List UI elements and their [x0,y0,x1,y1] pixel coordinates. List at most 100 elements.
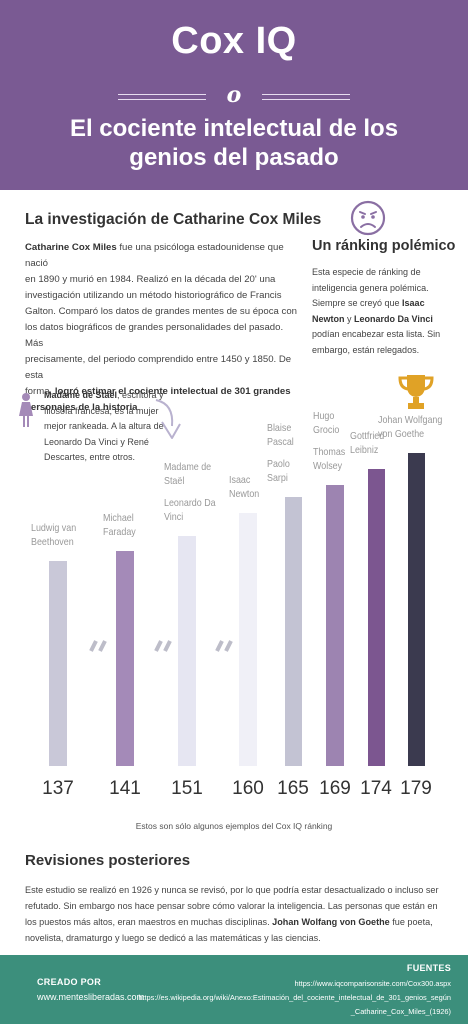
revisions-heading: Revisiones posteriores [25,852,191,869]
intro-line: los datos biográficos de grandes persona… [25,320,300,352]
bar-5 [326,485,344,766]
intro-line: en 1890 y murió en 1984. Realizó en la d… [25,272,300,288]
bar-category-label: Johan Wolfgang von Goethe [378,414,443,440]
intro-text: en 1890 y murió en 1984. Realizó en la d… [25,274,276,285]
revisions-line: los puestos más altos, eran maestros en … [25,914,455,930]
bar-value-label: 160 [232,778,264,799]
polemic-line: inteligencia genera polémica. [312,282,429,293]
polemic-paragraph: Esta especie de ránking de inteligencia … [312,265,462,358]
axis-break-mark [153,639,175,657]
revisions-line: Este estudio se realizó en 1926 y nunca … [25,882,455,898]
intro-text: forma, [25,386,55,397]
created-by-label: CREADO POR [37,977,102,987]
polemic-line: Esta especie de ránking de [312,267,421,277]
axis-break-mark [214,639,236,657]
note-line: filósofa francesa, es la mujer [44,405,159,416]
source-link-2[interactable]: https://es.wikipedia.org/wiki/Anexo:Esti… [138,993,451,1002]
bar-1 [116,551,134,766]
bar-3 [239,513,257,766]
intro-text: investigación utilizando un método histo… [25,290,282,301]
bar-category-label: Hugo Grocio [313,410,340,436]
source-link-2-cont[interactable]: _Catharine_Cox_Miles_(1926) [350,1007,451,1016]
note-paragraph: Madame de Staël, escritora y filósofa fr… [44,388,194,466]
curved-arrow-icon [152,398,186,442]
polemic-line: podían encabezar esta lista. Sin [312,329,441,339]
polemic-line: embargo, están relegados. [312,344,420,355]
bar-value-label: 137 [42,778,74,799]
intro-line: Galton. Comparó los datos de grandes men… [25,304,300,320]
trophy-icon [396,372,436,412]
bar-category-label: Isaac Newton [229,474,260,500]
polemic-line: Newton y Leonardo Da Vinci [312,312,462,328]
axis-break-mark [88,639,110,657]
polemic-line: Siempre se creyó que Isaac [312,296,462,312]
bar-category-label: Ludwig van Beethoven [31,522,77,548]
bar-value-label: 169 [319,778,351,799]
intro-text: Galton. Comparó los datos de grandes men… [25,306,297,317]
bar-value-label: 141 [109,778,141,799]
bar-value-label: 151 [171,778,203,799]
revisions-text: novelista, dramaturgo y luego se dedicó … [25,933,321,943]
note-line: mejor rankeada. A la altura de [44,421,164,431]
revisions-bold: Johan Wolfang von Goethe [272,917,390,927]
intro-line: forma, logró estimar el cociente intelec… [25,384,300,400]
subtitle-line-2: genios del pasado [129,144,339,171]
intro-line: precisamente, del periodo comprendido en… [25,352,300,384]
intro-bold: Catharine Cox Miles [25,242,117,253]
note-line: Descartes, entre otros. [44,452,136,462]
intro-paragraph: Catharine Cox Miles fue una psicóloga es… [25,240,300,416]
chart-caption: Estos son sólo algunos ejemplos del Cox … [135,821,333,831]
bar-value-label: 179 [400,778,432,799]
divider-line-left [118,94,206,100]
intro-text: fue una psicóloga estadounidense que nac… [25,242,284,269]
intro-line: personajes de la historia. [25,400,300,416]
cox-iq-bar-chart: 137 Ludwig van Beethoven 141 Michael Faraday 1… [31,410,443,799]
polemic-bold-newton: Newton [312,313,345,324]
intro-text: los datos biográficos de grandes persona… [25,322,284,349]
note-bold: Madame de Staël [44,390,118,400]
polemic-text: y [344,313,355,324]
sources-label: FUENTES [406,963,451,973]
bar-category-label: Madame de Staël [164,461,212,487]
bar-category-label: Blaise Pascal [267,422,294,448]
revisions-line: refutado. Sin embargo nos hace pensar so… [25,898,455,914]
subtitle-line-1: El cociente intelectual de los [69,115,399,142]
polemic-bold-isaac: Isaac [402,298,425,308]
bar-category-label: Paolo Sarpi [267,458,290,484]
revisions-paragraph: Este estudio se realizó en 1926 y nunca … [25,882,455,946]
note-line: Madame de Staël, escritora y [44,388,194,404]
bar-2 [178,536,196,766]
page-title: Cox IQ [171,20,297,62]
intro-line: investigación utilizando un método histo… [25,288,300,304]
intro-bold: logró estimar el cociente intelectual de… [54,386,291,397]
bar-0 [49,561,67,766]
bar-7 [407,453,425,766]
intro-line: Catharine Cox Miles fue una psicóloga es… [25,240,300,272]
polemic-bold-leonardo: Leonardo Da Vinci [354,313,433,324]
revisions-text: fue poeta, [389,917,433,927]
header-banner: Cox IQ o El cociente intelectual de los … [0,0,468,190]
revisions-text: Este estudio se realizó en 1926 y nunca … [25,885,439,895]
divider-ornament: o [226,82,242,108]
bar-value-label: 165 [277,778,309,799]
bar-6 [367,469,385,766]
polemic-text: Siempre se creyó que [312,298,403,308]
page-subtitle: El cociente intelectual de los genios de… [20,114,448,172]
revisions-text: los puestos más altos, eran maestros en … [25,917,273,927]
divider-line-right [262,94,350,100]
polemic-heading: Un ránking polémico [312,238,456,254]
woman-icon [16,392,36,428]
intro-text: . [137,402,141,413]
bar-category-label: Thomas Wolsey [313,446,346,472]
intro-heading: La investigación de Catharine Cox Miles [25,211,322,228]
intro-bold: personajes de la historia [25,402,138,413]
source-link-1[interactable]: https://www.iqcomparisonsite.com/Cox300.… [294,979,451,988]
bar-value-label: 174 [360,778,392,799]
revisions-text: refutado. Sin embargo nos hace pensar so… [25,901,438,911]
revisions-line: novelista, dramaturgo y luego se dedicó … [25,930,455,946]
footer: CREADO POR www.mentesliberadas.com FUENT… [0,955,468,1024]
sad-face-icon [350,200,386,236]
bar-4 [284,497,302,766]
site-link[interactable]: www.mentesliberadas.com [37,992,145,1002]
note-text: , escritora y [117,390,164,400]
